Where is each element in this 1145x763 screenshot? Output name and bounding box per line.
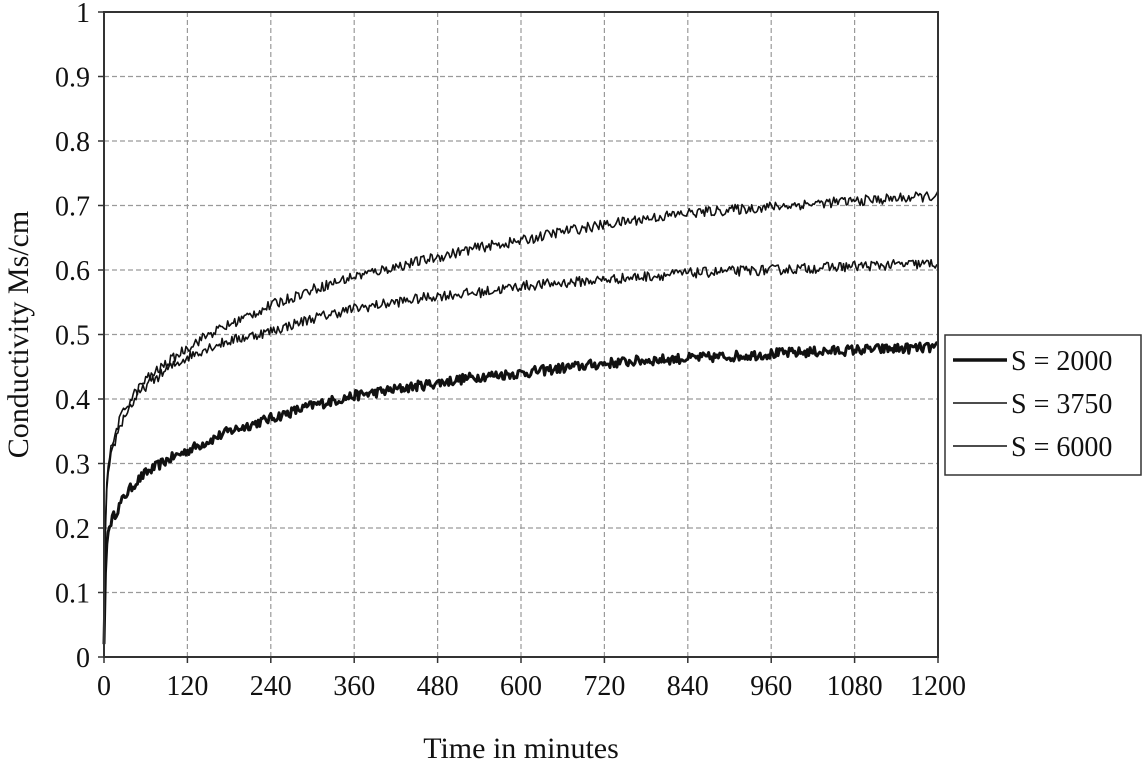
series-line-3	[103, 190, 939, 645]
x-tick-label: 480	[417, 671, 459, 702]
y-tick-label: 0.2	[55, 514, 90, 545]
y-tick-label: 0.6	[55, 256, 90, 287]
x-tick-label: 1200	[910, 671, 966, 702]
y-tick-label: 0.7	[55, 192, 90, 223]
series-lines	[102, 190, 939, 645]
x-axis-tick-labels: 0 120 240 360 480 600 720 840 960 1080 1200	[97, 657, 966, 702]
series-line-1	[102, 341, 939, 645]
gridlines	[104, 12, 938, 657]
y-tick-label: 0	[76, 643, 90, 674]
x-tick-label: 600	[500, 671, 542, 702]
x-tick-label: 720	[583, 671, 625, 702]
x-tick-label: 1080	[827, 671, 883, 702]
legend-label-2: S = 3750	[1011, 389, 1112, 420]
x-tick-label: 240	[250, 671, 292, 702]
x-axis-title: Time in minutes	[423, 732, 619, 763]
y-tick-label: 0.4	[55, 385, 90, 416]
y-axis-title: Conductivity Ms/cm	[2, 211, 35, 459]
x-tick-label: 360	[333, 671, 375, 702]
y-tick-label: 0.3	[55, 450, 90, 481]
y-tick-label: 1	[76, 0, 90, 29]
y-axis-tick-labels: 0 0.1 0.2 0.3 0.4 0.5 0.6 0.7 0.8 0.9 1	[55, 0, 104, 674]
legend-label-3: S = 6000	[1011, 432, 1112, 463]
y-tick-label: 0.5	[55, 321, 90, 352]
legend: S = 2000 S = 3750 S = 6000	[944, 334, 1142, 476]
y-tick-label: 0.9	[55, 63, 90, 94]
x-tick-label: 840	[667, 671, 709, 702]
series-line-2	[103, 258, 939, 645]
x-tick-label: 0	[97, 671, 111, 702]
y-tick-label: 0.8	[55, 127, 90, 158]
legend-box	[944, 334, 1142, 476]
legend-label-1: S = 2000	[1011, 346, 1112, 377]
x-tick-label: 120	[166, 671, 208, 702]
y-tick-label: 0.1	[55, 579, 90, 610]
x-tick-label: 960	[750, 671, 792, 702]
